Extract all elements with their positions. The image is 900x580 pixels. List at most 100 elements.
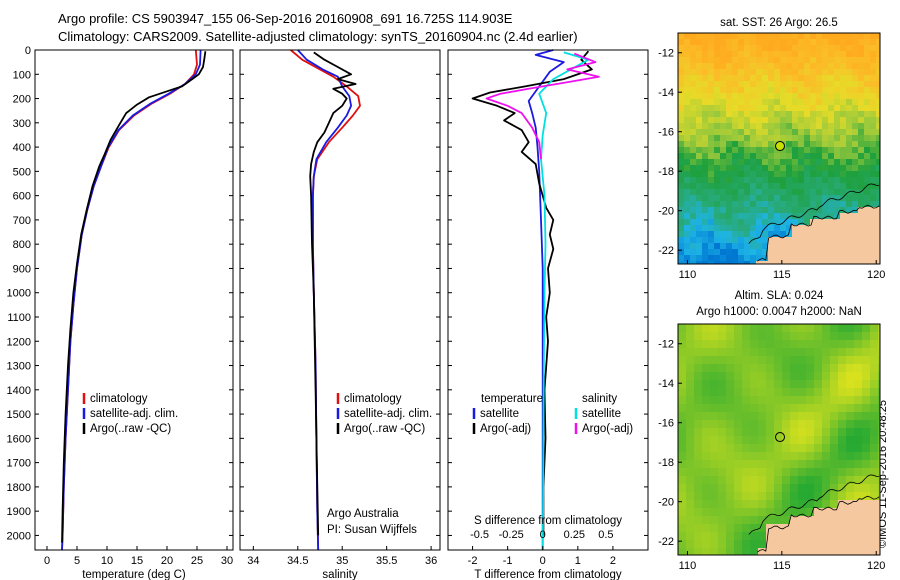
map-cell (768, 243, 775, 250)
map-cell (822, 364, 831, 373)
map-cell (858, 183, 865, 190)
map-cell (694, 452, 703, 461)
map-cell (790, 396, 799, 405)
map-cell (768, 141, 775, 148)
map-cell (822, 219, 829, 226)
map-cell (870, 460, 879, 469)
map-cell (840, 33, 847, 40)
map-cell (792, 93, 799, 100)
map-cell (718, 428, 727, 437)
map-cell (876, 261, 881, 265)
map-cell (750, 444, 759, 453)
x-tick-label: 0 (540, 555, 546, 567)
map-cell (750, 237, 757, 244)
map-cell (786, 63, 793, 70)
map-cell (732, 75, 739, 82)
map-cell (846, 460, 855, 469)
map-cell (702, 468, 711, 477)
map-cell (710, 404, 719, 413)
map-cell (846, 153, 853, 160)
map-cell (714, 99, 721, 106)
difference-extras: -0.5 -0.25 0 0.25 0.5S difference from clima… (470, 393, 633, 541)
map-cell (822, 153, 829, 160)
map-cell (762, 165, 769, 172)
map-cell (738, 171, 745, 178)
map-cell (678, 324, 687, 333)
map-cell (702, 99, 709, 106)
map-cell (786, 105, 793, 112)
map-cell (870, 207, 877, 214)
map-cell (714, 75, 721, 82)
map-cell (690, 75, 697, 82)
map-cell (852, 153, 859, 160)
map-cell (834, 195, 841, 202)
map-cell (864, 195, 871, 202)
map-cell (756, 237, 763, 244)
map-cell (696, 51, 703, 58)
map-cell (830, 468, 839, 477)
map-cell (718, 476, 727, 485)
map-cell (870, 261, 877, 265)
map-cell (834, 93, 841, 100)
map-cell (732, 207, 739, 214)
map-cell (684, 45, 691, 52)
map-cell (702, 237, 709, 244)
map-cell (798, 468, 807, 477)
map-cell (792, 147, 799, 154)
map-cell (690, 147, 697, 154)
map-cell (678, 420, 687, 429)
depth-contour (748, 474, 880, 535)
map-cell (738, 141, 745, 148)
map-cell (782, 420, 791, 429)
map-cell (852, 255, 859, 262)
map-cell (742, 468, 751, 477)
map-cell (684, 123, 691, 130)
map-cell (726, 261, 733, 265)
map-cell (774, 51, 781, 58)
map-cell (798, 147, 805, 154)
map-cell (870, 324, 879, 333)
map-cell (690, 51, 697, 58)
map-cell (854, 476, 863, 485)
map-cell (758, 532, 767, 541)
map-cell (684, 33, 691, 40)
map-cell (792, 141, 799, 148)
sst_map-frame (677, 32, 881, 265)
map-cell (708, 75, 715, 82)
map-cell (686, 372, 695, 381)
map-cell (726, 237, 733, 244)
map-cell (738, 33, 745, 40)
map-cell (734, 452, 743, 461)
map-cell (744, 165, 751, 172)
map-cell (678, 372, 687, 381)
map-cell (846, 213, 853, 220)
map-cell (854, 340, 863, 349)
map-cell (878, 356, 881, 365)
map-cell (738, 81, 745, 88)
map-cell (718, 364, 727, 373)
map-cell (798, 484, 807, 493)
map-cell (696, 33, 703, 40)
map-cell (828, 129, 835, 136)
map-cell (858, 45, 865, 52)
map-cell (734, 340, 743, 349)
map-cell (726, 69, 733, 76)
map-cell (792, 105, 799, 112)
sla_map-frame (677, 323, 881, 556)
map-cell (750, 225, 757, 232)
map-cell (786, 219, 793, 226)
map-cell (750, 219, 757, 226)
map-cell (768, 45, 775, 52)
map-cell (768, 171, 775, 178)
map-cell (714, 45, 721, 52)
map-cell (790, 444, 799, 453)
map-cell (798, 57, 805, 64)
map-cell (798, 340, 807, 349)
map-cell (678, 189, 685, 196)
map-cell (750, 69, 757, 76)
map-cell (684, 117, 691, 124)
map-cell (854, 548, 863, 556)
map-cell (686, 412, 695, 421)
map-cell (696, 45, 703, 52)
map-cell (878, 324, 881, 333)
